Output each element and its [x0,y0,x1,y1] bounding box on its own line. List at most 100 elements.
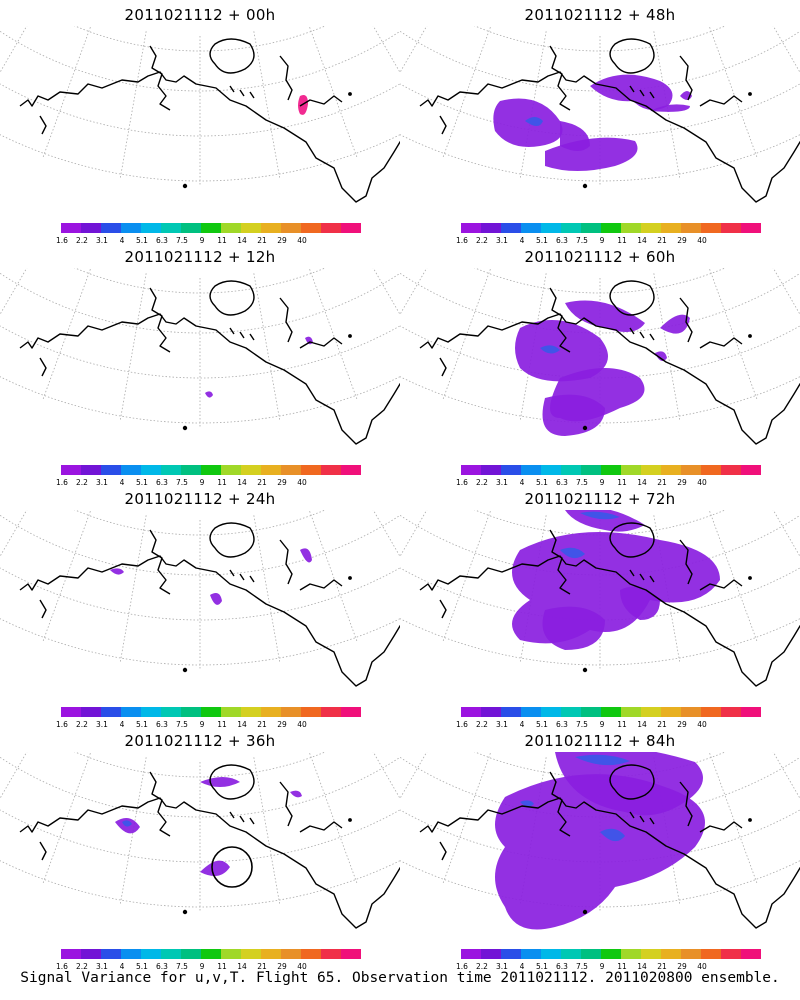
forecast-panel: 2011021112 + 60h 1.6 2.2 3.1 4 5.1 6.3 7.5 9 11 14… [400,242,800,487]
colorbar-tick-label: 3.1 [96,478,108,487]
colorbar-tick-label: 21 [257,962,267,971]
colorbar-swatch [321,223,341,233]
colorbar-swatch [201,465,221,475]
colorbar-swatch [161,223,181,233]
colorbar-swatch [581,465,601,475]
colorbar-swatch [661,707,681,717]
colorbar-tick-label: 9 [599,478,605,487]
colorbar-tick-label: 40 [297,720,307,729]
colorbar-tick-label: 7.5 [176,720,188,729]
colorbar-swatch [341,949,361,959]
colorbar-swatch [221,223,241,233]
colorbar-tick-label: 11 [617,720,627,729]
colorbar-swatch [161,949,181,959]
colorbar-tick-label: 21 [257,478,267,487]
colorbar-tick-label: 7.5 [576,720,588,729]
colorbar-swatch [181,707,201,717]
colorbar-tick-label: 6.3 [556,720,568,729]
polar-map [0,26,400,203]
colorbar-tick-label: 29 [277,720,287,729]
polar-map [400,26,800,203]
colorbar-swatch [141,949,161,959]
colorbar-swatch [741,465,761,475]
colorbar-swatch [321,465,341,475]
colorbar-swatch [661,949,681,959]
colorbar-tick-label: 21 [657,236,667,245]
colorbar-tick-label: 3.1 [496,236,508,245]
colorbar-swatch [461,223,481,233]
polar-map [400,752,800,930]
colorbar-ticks: 1.6 2.2 3.1 4 5.1 6.3 7.5 9 11 14 21 29 40 [456,478,761,488]
colorbar-tick-label: 9 [199,478,205,487]
colorbar-swatch [81,465,101,475]
colorbar-swatch [681,949,701,959]
colorbar-tick-label: 29 [677,720,687,729]
colorbar-swatch [281,949,301,959]
colorbar-tick-label: 9 [599,962,605,971]
colorbar-ticks: 1.6 2.2 3.1 4 5.1 6.3 7.5 9 11 14 21 29 40 [456,962,761,972]
colorbar-swatch [81,949,101,959]
colorbar-tick-label: 1.6 [56,236,68,245]
colorbar-swatch [461,707,481,717]
colorbar-swatch [501,465,521,475]
colorbar-tick-label: 2.2 [76,478,88,487]
colorbar-swatch [561,223,581,233]
colorbar-swatch [541,949,561,959]
colorbar-tick-label: 5.1 [536,478,548,487]
colorbar-swatch [121,223,141,233]
colorbar-tick-label: 2.2 [76,720,88,729]
colorbar-tick-label: 40 [697,962,707,971]
forecast-panel: 2011021112 + 00h 1.6 2.2 3.1 4 5.1 6.3 7.5 9 11 14… [0,0,400,245]
colorbar-tick-label: 14 [637,720,647,729]
colorbar-tick-label: 4 [519,478,525,487]
colorbar-swatch [181,465,201,475]
colorbar-swatch [681,223,701,233]
colorbar-swatch [301,949,321,959]
colorbar-swatch [721,949,741,959]
colorbar-swatch [661,223,681,233]
colorbar-swatch [721,465,741,475]
colorbar-tick-label: 14 [637,478,647,487]
colorbar-swatch [501,223,521,233]
colorbar-tick-label: 4 [119,478,125,487]
colorbar-tick-label: 9 [199,720,205,729]
panel-title: 2011021112 + 84h [524,732,676,750]
colorbar-swatch [681,465,701,475]
colorbar-swatch [741,949,761,959]
colorbar-tick-label: 29 [277,236,287,245]
colorbar-tick-label: 6.3 [556,478,568,487]
colorbar-tick-label: 1.6 [456,720,468,729]
colorbar-tick-label: 6.3 [556,236,568,245]
colorbar-swatch [141,465,161,475]
colorbar-swatch [201,223,221,233]
colorbar-swatch [241,707,261,717]
colorbar-swatch [301,707,321,717]
colorbar-swatch [621,223,641,233]
colorbar-tick-label: 1.6 [56,962,68,971]
colorbar-swatch [701,707,721,717]
colorbar-swatch [721,223,741,233]
colorbar-tick-label: 7.5 [176,236,188,245]
colorbar-swatch [101,223,121,233]
colorbar-tick-label: 9 [199,962,205,971]
colorbar-swatch [261,465,281,475]
colorbar-swatch [121,707,141,717]
colorbar-tick-label: 4 [519,236,525,245]
colorbar-swatch [541,223,561,233]
colorbar-tick-label: 3.1 [496,962,508,971]
colorbar-tick-label: 5.1 [136,478,148,487]
colorbar-ticks: 1.6 2.2 3.1 4 5.1 6.3 7.5 9 11 14 21 29 40 [56,720,361,730]
colorbar-tick-label: 4 [119,720,125,729]
colorbar-tick-label: 3.1 [496,478,508,487]
colorbar-tick-label: 1.6 [456,962,468,971]
colorbar-swatch [581,707,601,717]
polar-map [400,510,800,687]
colorbar-tick-label: 2.2 [476,236,488,245]
colorbar-swatch [461,949,481,959]
colorbar-tick-label: 14 [237,962,247,971]
colorbar-swatch [621,465,641,475]
colorbar-tick-label: 40 [297,962,307,971]
colorbar-ticks: 1.6 2.2 3.1 4 5.1 6.3 7.5 9 11 14 21 29 40 [456,236,761,246]
colorbar-swatch [641,223,661,233]
colorbar-swatch [101,949,121,959]
